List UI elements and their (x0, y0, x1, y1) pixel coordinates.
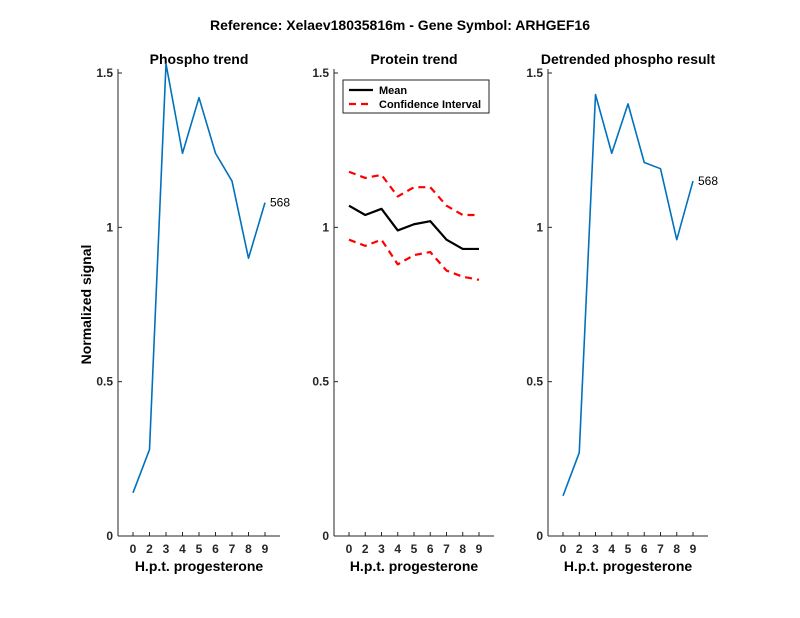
legend-mean-label: Mean (379, 85, 407, 97)
ci-upper-series-line (348, 170, 479, 217)
x-tick-label: 8 (459, 542, 466, 556)
panel-title: Phospho trend (150, 51, 249, 67)
y-tick-label: 1.5 (96, 66, 113, 80)
legend: Mean Confidence Interval (342, 79, 490, 114)
x-tick-label: 3 (592, 542, 599, 556)
phospho-series-line (562, 93, 694, 497)
y-tick-label: 0 (322, 529, 329, 543)
x-axis-label: H.p.t. progesterone (564, 558, 693, 574)
x-tick-label: 6 (427, 542, 434, 556)
y-tick-label: 1.5 (526, 66, 543, 80)
x-tick-label: 7 (229, 542, 236, 556)
x-axis-label: H.p.t. progesterone (350, 558, 479, 574)
x-tick-label: 5 (411, 542, 418, 556)
series-annotation: 568 (698, 174, 718, 188)
y-tick-label: 0 (536, 529, 543, 543)
legend-ci-label: Confidence Interval (379, 99, 481, 111)
x-tick-label: 4 (394, 542, 401, 556)
x-tick-label: 2 (362, 542, 369, 556)
phospho-series-line (132, 62, 266, 494)
x-tick-label: 6 (212, 542, 219, 556)
ci-lower-series-line (348, 238, 480, 281)
y-tick-label: 0.5 (96, 375, 113, 389)
x-tick-label: 6 (641, 542, 648, 556)
y-tick-label: 0.5 (312, 375, 329, 389)
x-tick-label: 0 (560, 542, 567, 556)
x-tick-label: 2 (576, 542, 583, 556)
x-tick-label: 5 (625, 542, 632, 556)
panel-title: Detrended phospho result (541, 51, 716, 67)
x-tick-label: 3 (163, 542, 170, 556)
panel-title: Protein trend (370, 51, 457, 67)
x-tick-label: 2 (146, 542, 153, 556)
x-tick-label: 7 (657, 542, 664, 556)
x-tick-label: 9 (262, 542, 269, 556)
x-tick-label: 8 (245, 542, 252, 556)
x-tick-label: 4 (608, 542, 615, 556)
y-tick-label: 1 (536, 220, 543, 234)
x-axis-label: H.p.t. progesterone (135, 558, 264, 574)
y-tick-label: 0 (106, 529, 113, 543)
y-tick-label: 0.5 (526, 375, 543, 389)
y-tick-label: 1 (322, 220, 329, 234)
y-axis-label: Normalized signal (78, 245, 94, 365)
x-tick-label: 7 (443, 542, 450, 556)
x-tick-label: 0 (346, 542, 353, 556)
x-tick-label: 4 (179, 542, 186, 556)
x-tick-label: 3 (378, 542, 385, 556)
x-tick-label: 5 (196, 542, 203, 556)
legend-box (342, 79, 490, 114)
x-tick-label: 9 (476, 542, 483, 556)
x-tick-label: 9 (690, 542, 697, 556)
y-tick-label: 1 (106, 220, 113, 234)
x-tick-label: 8 (673, 542, 680, 556)
series-annotation: 568 (270, 196, 290, 210)
x-tick-label: 0 (130, 542, 137, 556)
y-tick-label: 1.5 (312, 66, 329, 80)
figure-title: Reference: Xelaev18035816m - Gene Symbol… (210, 17, 590, 33)
